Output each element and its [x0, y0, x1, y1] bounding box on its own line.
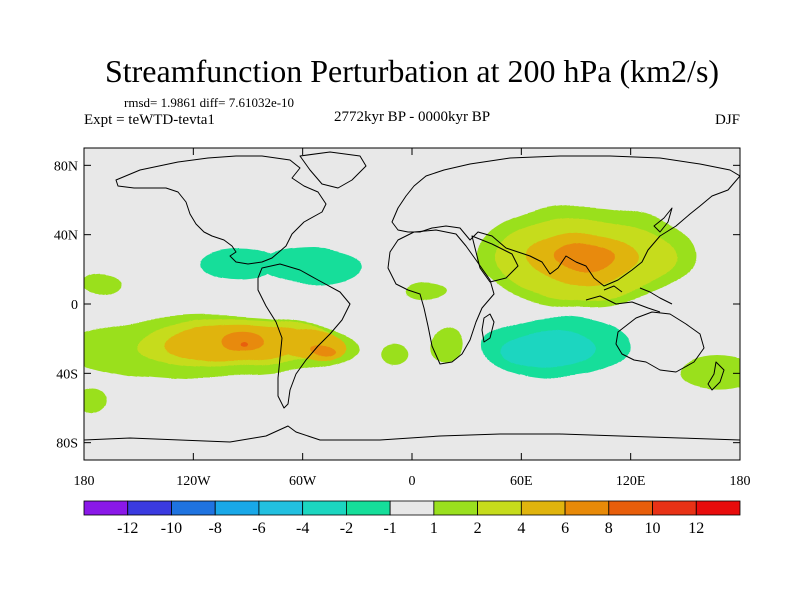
x-tick-label: 0 [409, 474, 416, 489]
colorbar-label: -6 [252, 520, 265, 537]
contour-region-13 [709, 324, 740, 353]
coastline-arabia [471, 235, 519, 283]
colorbar-label: 2 [474, 520, 482, 537]
season-label: DJF [715, 112, 740, 128]
y-axis-ticks: 80N 40N 0 40S 80S [54, 159, 740, 452]
contour-region-19 [240, 343, 249, 349]
y-tick-label: 80S [56, 437, 78, 452]
colorbar-label: -10 [161, 520, 182, 537]
contour-region-22 [379, 342, 409, 363]
colorbar-swatch [389, 500, 435, 516]
contour-region-8 [93, 158, 330, 200]
map-panel: 180 120W 60W 0 60E 120E 180 80N 40N 0 40S 80S [54, 147, 751, 489]
coastlines [84, 151, 740, 443]
colorbar-swatch [258, 500, 304, 516]
colorbar-swatch [433, 500, 479, 516]
experiment-label: Expt = teWTD-tevta1 [84, 112, 215, 128]
colorbar-swatch [608, 500, 653, 516]
x-tick-label: 120E [616, 474, 646, 489]
colorbar-swatch [214, 500, 260, 516]
coastline-greenland [299, 151, 367, 189]
contour-region-20 [278, 331, 345, 363]
y-tick-label: 80N [54, 159, 78, 174]
contour-region-6 [260, 248, 363, 284]
colorbar-swatch [171, 500, 216, 516]
colorbar-swatch [520, 500, 566, 516]
x-tick-label: 60W [289, 474, 317, 489]
period-label: 2772kyr BP - 0000kyr BP [334, 109, 490, 125]
contour-region-3 [501, 330, 597, 369]
colorbar-label: -2 [340, 520, 353, 537]
colorbar-label: 12 [688, 520, 704, 537]
x-tick-label: 120W [176, 474, 211, 489]
colorbar-label: 1 [430, 520, 438, 537]
colorbar-swatch [83, 500, 129, 516]
y-tick-label: 40S [56, 367, 78, 382]
coastline-new-zealand [707, 361, 725, 391]
y-tick-label: 40N [54, 229, 78, 244]
colorbar-label: -4 [296, 520, 309, 537]
colorbar-swatch [302, 500, 347, 516]
colorbar: -12 -10 -8 -6 -4 -2 -1 1 2 4 6 8 10 12 [83, 500, 741, 537]
colorbar-swatch [652, 500, 697, 516]
coastline-south-america [257, 263, 351, 409]
contour-region-18 [220, 331, 265, 353]
coastline-africa [387, 229, 495, 365]
x-tick-label: 180 [74, 474, 95, 489]
y-tick-label: 0 [71, 298, 78, 313]
colorbar-swatch [345, 500, 391, 516]
coastline-north-america [115, 155, 327, 265]
contour-region-7 [198, 248, 279, 280]
contour-region-30 [84, 385, 108, 414]
map-background [84, 148, 740, 460]
colorbar-label: -8 [209, 520, 222, 537]
coastline-australia [615, 311, 705, 373]
colorbar-swatch [695, 500, 741, 516]
contour-region-9 [362, 200, 443, 252]
coastline-antarctica [84, 425, 740, 443]
colorbar-swatch [564, 500, 610, 516]
contour-region-10 [330, 163, 385, 188]
x-tick-label: 180 [730, 474, 751, 489]
colorbar-label: 6 [561, 520, 569, 537]
chart-title: Streamfunction Perturbation at 200 hPa (… [105, 53, 719, 89]
x-axis-ticks: 180 120W 60W 0 60E 120E 180 [74, 148, 751, 489]
x-tick-label: 60E [510, 474, 533, 489]
coastline-madagascar [481, 313, 495, 343]
contour-region-24 [404, 281, 449, 299]
contour-region-14 [725, 165, 740, 194]
coastline-indonesia [585, 285, 673, 313]
contour-region-28 [552, 243, 618, 272]
colorbar-swatch [477, 500, 522, 516]
colorbar-label: 4 [517, 520, 525, 537]
contour-region-23 [430, 330, 467, 365]
contour-region-29 [681, 356, 740, 391]
contour-region-31 [84, 272, 121, 294]
colorbar-label: 8 [605, 520, 613, 537]
coastline-japan [653, 207, 673, 233]
colorbar-label: -1 [383, 520, 396, 537]
colorbar-swatch [127, 500, 172, 516]
colorbar-label: 10 [645, 520, 661, 537]
contour-fill-layer [84, 158, 740, 414]
stats-string: rmsd= 1.9861 diff= 7.61032e-10 [124, 95, 294, 110]
colorbar-label: -12 [117, 520, 138, 537]
